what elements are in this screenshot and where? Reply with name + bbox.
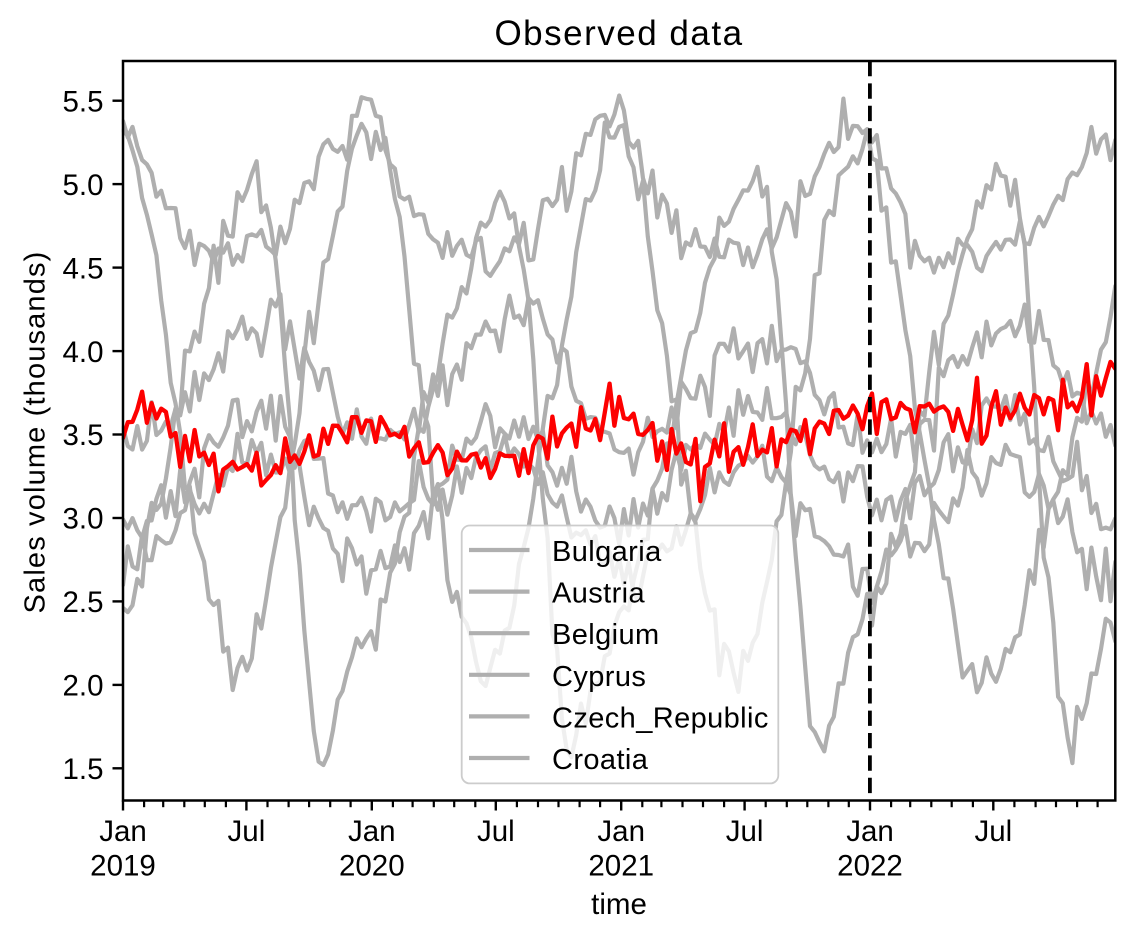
svg-text:4.5: 4.5 (62, 252, 103, 285)
svg-text:Jan: Jan (597, 815, 645, 848)
svg-text:Jul: Jul (726, 815, 764, 848)
svg-text:1.5: 1.5 (62, 753, 103, 786)
svg-text:Czech_Republic: Czech_Republic (552, 702, 769, 734)
svg-text:2.5: 2.5 (62, 586, 103, 619)
svg-text:Jul: Jul (477, 815, 515, 848)
svg-text:2019: 2019 (90, 850, 156, 883)
svg-text:Jul: Jul (974, 815, 1012, 848)
svg-text:time: time (591, 888, 647, 921)
svg-text:Jan: Jan (99, 815, 147, 848)
svg-text:Observed data: Observed data (494, 14, 743, 53)
svg-text:Croatia: Croatia (552, 744, 649, 776)
svg-text:Belgium: Belgium (552, 619, 660, 651)
svg-text:5.0: 5.0 (62, 169, 103, 202)
svg-text:3.5: 3.5 (62, 419, 103, 452)
svg-text:Jul: Jul (228, 815, 266, 848)
svg-text:Cyprus: Cyprus (552, 661, 646, 693)
svg-text:2020: 2020 (339, 850, 405, 883)
svg-text:2022: 2022 (837, 850, 903, 883)
svg-text:Bulgaria: Bulgaria (552, 536, 662, 568)
svg-text:4.0: 4.0 (62, 336, 103, 369)
svg-text:Austria: Austria (552, 578, 646, 610)
svg-text:Jan: Jan (846, 815, 894, 848)
svg-text:Sales volume (thousands): Sales volume (thousands) (20, 251, 52, 614)
svg-text:5.5: 5.5 (62, 85, 103, 118)
svg-text:3.0: 3.0 (62, 503, 103, 536)
svg-text:Jan: Jan (348, 815, 396, 848)
svg-text:2021: 2021 (588, 850, 654, 883)
svg-text:2.0: 2.0 (62, 670, 103, 703)
